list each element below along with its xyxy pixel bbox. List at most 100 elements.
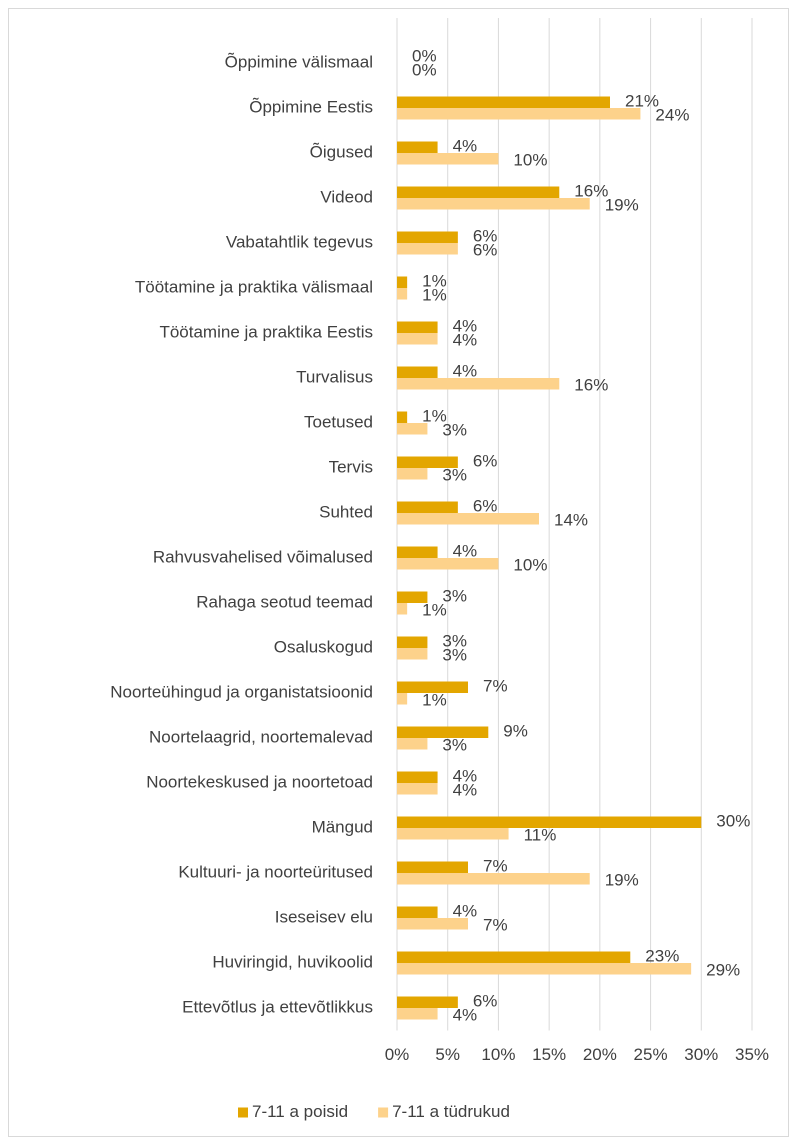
bar bbox=[397, 378, 560, 390]
legend-swatch bbox=[378, 1107, 389, 1118]
y-tick-label: Ettevõtlus ja ettevõtlikkus bbox=[182, 997, 373, 1016]
bar bbox=[397, 558, 499, 570]
x-tick-label: 5% bbox=[435, 1045, 460, 1064]
y-tick-label: Noortelaagrid, noortemalevad bbox=[149, 727, 373, 746]
bar bbox=[397, 513, 539, 525]
data-label: 9% bbox=[503, 721, 528, 740]
y-tick-label: Õppimine Eestis bbox=[249, 97, 373, 116]
bar bbox=[397, 681, 468, 693]
data-label: 10% bbox=[513, 150, 547, 169]
data-label: 1% bbox=[422, 600, 447, 619]
data-label: 4% bbox=[453, 1005, 478, 1024]
y-tick-label: Õppimine välismaal bbox=[225, 52, 373, 71]
bar bbox=[397, 186, 560, 198]
y-tick-label: Turvalisus bbox=[296, 367, 373, 386]
bar bbox=[397, 153, 499, 165]
data-label: 16% bbox=[574, 375, 608, 394]
data-label: 3% bbox=[442, 735, 467, 754]
bar bbox=[397, 738, 428, 750]
bar bbox=[397, 783, 438, 795]
data-label: 4% bbox=[453, 136, 478, 155]
y-tick-label: Toetused bbox=[304, 412, 373, 431]
bar bbox=[397, 456, 458, 468]
legend-label: 7-11 a tüdrukud bbox=[392, 1102, 510, 1121]
data-label: 7% bbox=[483, 856, 508, 875]
bar bbox=[397, 861, 468, 873]
data-label: 3% bbox=[442, 586, 467, 605]
data-label: 6% bbox=[473, 240, 498, 259]
data-label: 1% bbox=[422, 406, 447, 425]
bar bbox=[397, 96, 610, 108]
bar bbox=[397, 603, 408, 615]
x-tick-label: 25% bbox=[634, 1045, 668, 1064]
y-tick-label: Tervis bbox=[329, 457, 373, 476]
data-label: 4% bbox=[453, 316, 478, 335]
y-tick-label: Suhted bbox=[319, 502, 373, 521]
y-tick-label: Töötamine ja praktika Eestis bbox=[159, 322, 373, 341]
y-tick-label: Kultuuri- ja noorteüritused bbox=[178, 862, 373, 881]
bar bbox=[397, 288, 408, 300]
x-tick-label: 15% bbox=[532, 1045, 566, 1064]
bar bbox=[397, 333, 438, 345]
bar bbox=[397, 726, 489, 738]
data-label: 19% bbox=[605, 870, 639, 889]
data-label: 10% bbox=[513, 555, 547, 574]
data-label: 4% bbox=[453, 541, 478, 560]
data-label: 1% bbox=[422, 271, 447, 290]
data-label: 1% bbox=[422, 285, 447, 304]
data-label: 3% bbox=[442, 645, 467, 664]
bar bbox=[397, 636, 428, 648]
bar bbox=[397, 918, 468, 930]
data-label: 3% bbox=[442, 465, 467, 484]
y-tick-label: Videod bbox=[320, 187, 373, 206]
y-tick-label: Huviringid, huvikoolid bbox=[212, 952, 373, 971]
data-label: 11% bbox=[524, 825, 557, 844]
data-label: 23% bbox=[645, 946, 679, 965]
bar bbox=[397, 366, 438, 378]
data-label: 7% bbox=[483, 676, 508, 695]
bar bbox=[397, 321, 438, 333]
bar bbox=[397, 276, 408, 288]
y-tick-label: Mängud bbox=[312, 817, 373, 836]
data-label: 24% bbox=[655, 105, 689, 124]
bar bbox=[397, 501, 458, 513]
y-tick-label: Iseseisev elu bbox=[275, 907, 373, 926]
data-label: 6% bbox=[473, 226, 498, 245]
y-tick-label: Noorteühingud ja organistatsioonid bbox=[110, 682, 373, 701]
y-tick-label: Osaluskogud bbox=[274, 637, 373, 656]
bar bbox=[397, 771, 438, 783]
bar bbox=[397, 816, 702, 828]
data-label: 0% bbox=[412, 46, 437, 65]
bar bbox=[397, 963, 692, 975]
bar bbox=[397, 546, 438, 558]
y-tick-label: Vabatahtlik tegevus bbox=[226, 232, 373, 251]
legend-label: 7-11 a poisid bbox=[252, 1102, 348, 1121]
data-label: 0% bbox=[412, 60, 437, 79]
data-label: 16% bbox=[574, 181, 608, 200]
data-label: 21% bbox=[625, 91, 659, 110]
data-label: 4% bbox=[453, 780, 478, 799]
bar bbox=[397, 108, 641, 120]
data-label: 6% bbox=[473, 451, 498, 470]
bar bbox=[397, 906, 438, 918]
bar bbox=[397, 243, 458, 255]
bar bbox=[397, 996, 458, 1008]
y-tick-label: Rahaga seotud teemad bbox=[196, 592, 373, 611]
data-label: 6% bbox=[473, 496, 498, 515]
bar bbox=[397, 411, 408, 423]
x-tick-label: 35% bbox=[735, 1045, 769, 1064]
data-label: 29% bbox=[706, 960, 740, 979]
bar bbox=[397, 423, 428, 435]
bar bbox=[397, 198, 590, 210]
y-tick-label: Rahvusvahelised võimalused bbox=[153, 547, 373, 566]
data-label: 7% bbox=[483, 915, 508, 934]
data-label: 4% bbox=[453, 330, 478, 349]
bar bbox=[397, 591, 428, 603]
bar bbox=[397, 231, 458, 243]
x-tick-label: 0% bbox=[385, 1045, 410, 1064]
data-label: 19% bbox=[605, 195, 639, 214]
data-label: 4% bbox=[453, 361, 478, 380]
data-label: 30% bbox=[716, 811, 750, 830]
y-tick-label: Õigused bbox=[310, 142, 373, 161]
x-tick-label: 30% bbox=[684, 1045, 718, 1064]
